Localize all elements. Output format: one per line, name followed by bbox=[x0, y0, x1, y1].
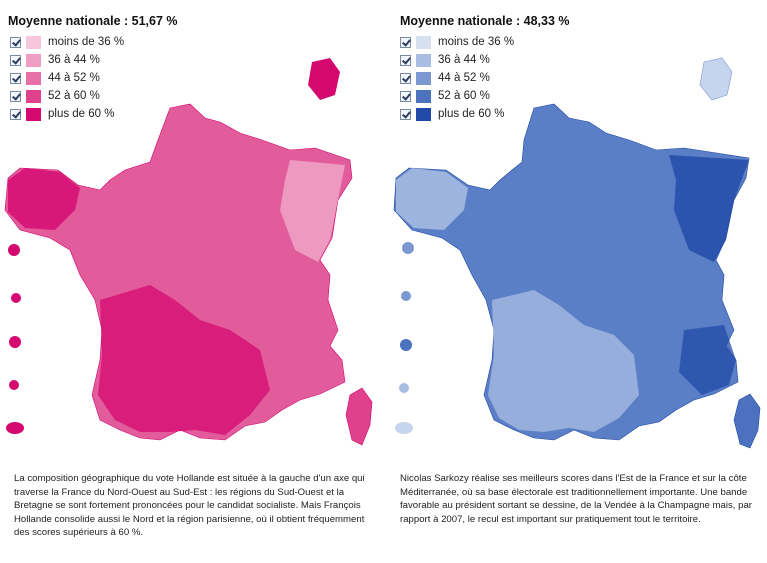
checkbox-icon[interactable] bbox=[10, 72, 21, 84]
hollande-mainland bbox=[4, 103, 353, 441]
hollande-overseas-3 bbox=[11, 293, 21, 303]
hollande-legend-item[interactable]: 36 à 44 % bbox=[10, 51, 124, 69]
checkbox-icon[interactable] bbox=[400, 90, 411, 102]
color-swatch bbox=[416, 89, 431, 103]
hollande-east-lowvote bbox=[280, 160, 345, 262]
hollande-legend-item[interactable]: 44 à 52 % bbox=[10, 69, 124, 87]
legend-label: 36 à 44 % bbox=[48, 54, 100, 66]
checkbox-icon[interactable] bbox=[10, 36, 21, 48]
sarkozy-national-average: Moyenne nationale : 48,33 % bbox=[400, 14, 570, 28]
hollande-panel: Moyenne nationale : 51,67 % moins de 36 … bbox=[0, 0, 383, 563]
hollande-legend-item[interactable]: 52 à 60 % bbox=[10, 87, 124, 105]
sarkozy-france-map bbox=[393, 57, 761, 449]
color-swatch bbox=[26, 107, 41, 121]
color-swatch bbox=[26, 35, 41, 49]
checkbox-icon[interactable] bbox=[10, 90, 21, 102]
sarkozy-legend-item[interactable]: moins de 36 % bbox=[400, 33, 514, 51]
sarkozy-legend-item[interactable]: 36 à 44 % bbox=[400, 51, 514, 69]
hollande-overseas-1 bbox=[308, 58, 340, 100]
hollande-legend-item[interactable]: moins de 36 % bbox=[10, 33, 124, 51]
hollande-overseas-6 bbox=[6, 422, 24, 434]
checkbox-icon[interactable] bbox=[400, 72, 411, 84]
hollande-overseas-5 bbox=[9, 380, 19, 390]
color-swatch bbox=[416, 107, 431, 121]
sarkozy-legend: moins de 36 % 36 à 44 % 44 à 52 % 52 à 6… bbox=[400, 33, 514, 123]
legend-label: 44 à 52 % bbox=[48, 72, 100, 84]
hollande-caption: La composition géographique du vote Holl… bbox=[14, 473, 365, 539]
legend-label: moins de 36 % bbox=[438, 36, 515, 48]
sarkozy-overseas-2 bbox=[402, 242, 414, 254]
color-swatch bbox=[416, 35, 431, 49]
sarkozy-east-highvote bbox=[669, 155, 749, 262]
legend-label: plus de 60 % bbox=[438, 108, 505, 120]
checkbox-icon[interactable] bbox=[400, 54, 411, 66]
hollande-southwest-highvote bbox=[98, 285, 270, 435]
legend-label: moins de 36 % bbox=[48, 36, 125, 48]
sarkozy-overseas-4 bbox=[400, 339, 412, 351]
legend-label: plus de 60 % bbox=[48, 108, 115, 120]
hollande-overseas-2 bbox=[8, 244, 20, 256]
checkbox-icon[interactable] bbox=[400, 36, 411, 48]
checkbox-icon[interactable] bbox=[10, 108, 21, 120]
legend-label: 44 à 52 % bbox=[438, 72, 490, 84]
hollande-corsica bbox=[345, 387, 373, 446]
sarkozy-overseas-3 bbox=[401, 291, 411, 301]
sarkozy-southwest-lowvote bbox=[488, 290, 639, 432]
checkbox-icon[interactable] bbox=[400, 108, 411, 120]
hollande-brittany-highvote bbox=[8, 168, 80, 230]
hollande-national-average: Moyenne nationale : 51,67 % bbox=[8, 14, 178, 28]
sarkozy-legend-item[interactable]: 52 à 60 % bbox=[400, 87, 514, 105]
sarkozy-overseas-6 bbox=[395, 422, 413, 434]
color-swatch bbox=[416, 53, 431, 67]
sarkozy-brittany-lowvote bbox=[396, 168, 468, 230]
legend-label: 52 à 60 % bbox=[438, 90, 490, 102]
color-swatch bbox=[26, 71, 41, 85]
sarkozy-legend-item[interactable]: 44 à 52 % bbox=[400, 69, 514, 87]
sarkozy-panel: Moyenne nationale : 48,33 % moins de 36 … bbox=[384, 0, 767, 563]
color-swatch bbox=[416, 71, 431, 85]
color-swatch bbox=[26, 53, 41, 67]
sarkozy-overseas-5 bbox=[399, 383, 409, 393]
sarkozy-corsica bbox=[733, 393, 761, 449]
checkbox-icon[interactable] bbox=[10, 54, 21, 66]
legend-label: 36 à 44 % bbox=[438, 54, 490, 66]
sarkozy-legend-item[interactable]: plus de 60 % bbox=[400, 105, 514, 123]
hollande-france-map bbox=[4, 58, 373, 446]
hollande-overseas-4 bbox=[9, 336, 21, 348]
hollande-legend-item[interactable]: plus de 60 % bbox=[10, 105, 124, 123]
sarkozy-southeast-highvote bbox=[679, 325, 736, 395]
sarkozy-overseas-1 bbox=[699, 57, 733, 101]
color-swatch bbox=[26, 89, 41, 103]
legend-label: 52 à 60 % bbox=[48, 90, 100, 102]
sarkozy-caption: Nicolas Sarkozy réalise ses meilleurs sc… bbox=[400, 473, 752, 525]
hollande-legend: moins de 36 % 36 à 44 % 44 à 52 % 52 à 6… bbox=[10, 33, 124, 123]
